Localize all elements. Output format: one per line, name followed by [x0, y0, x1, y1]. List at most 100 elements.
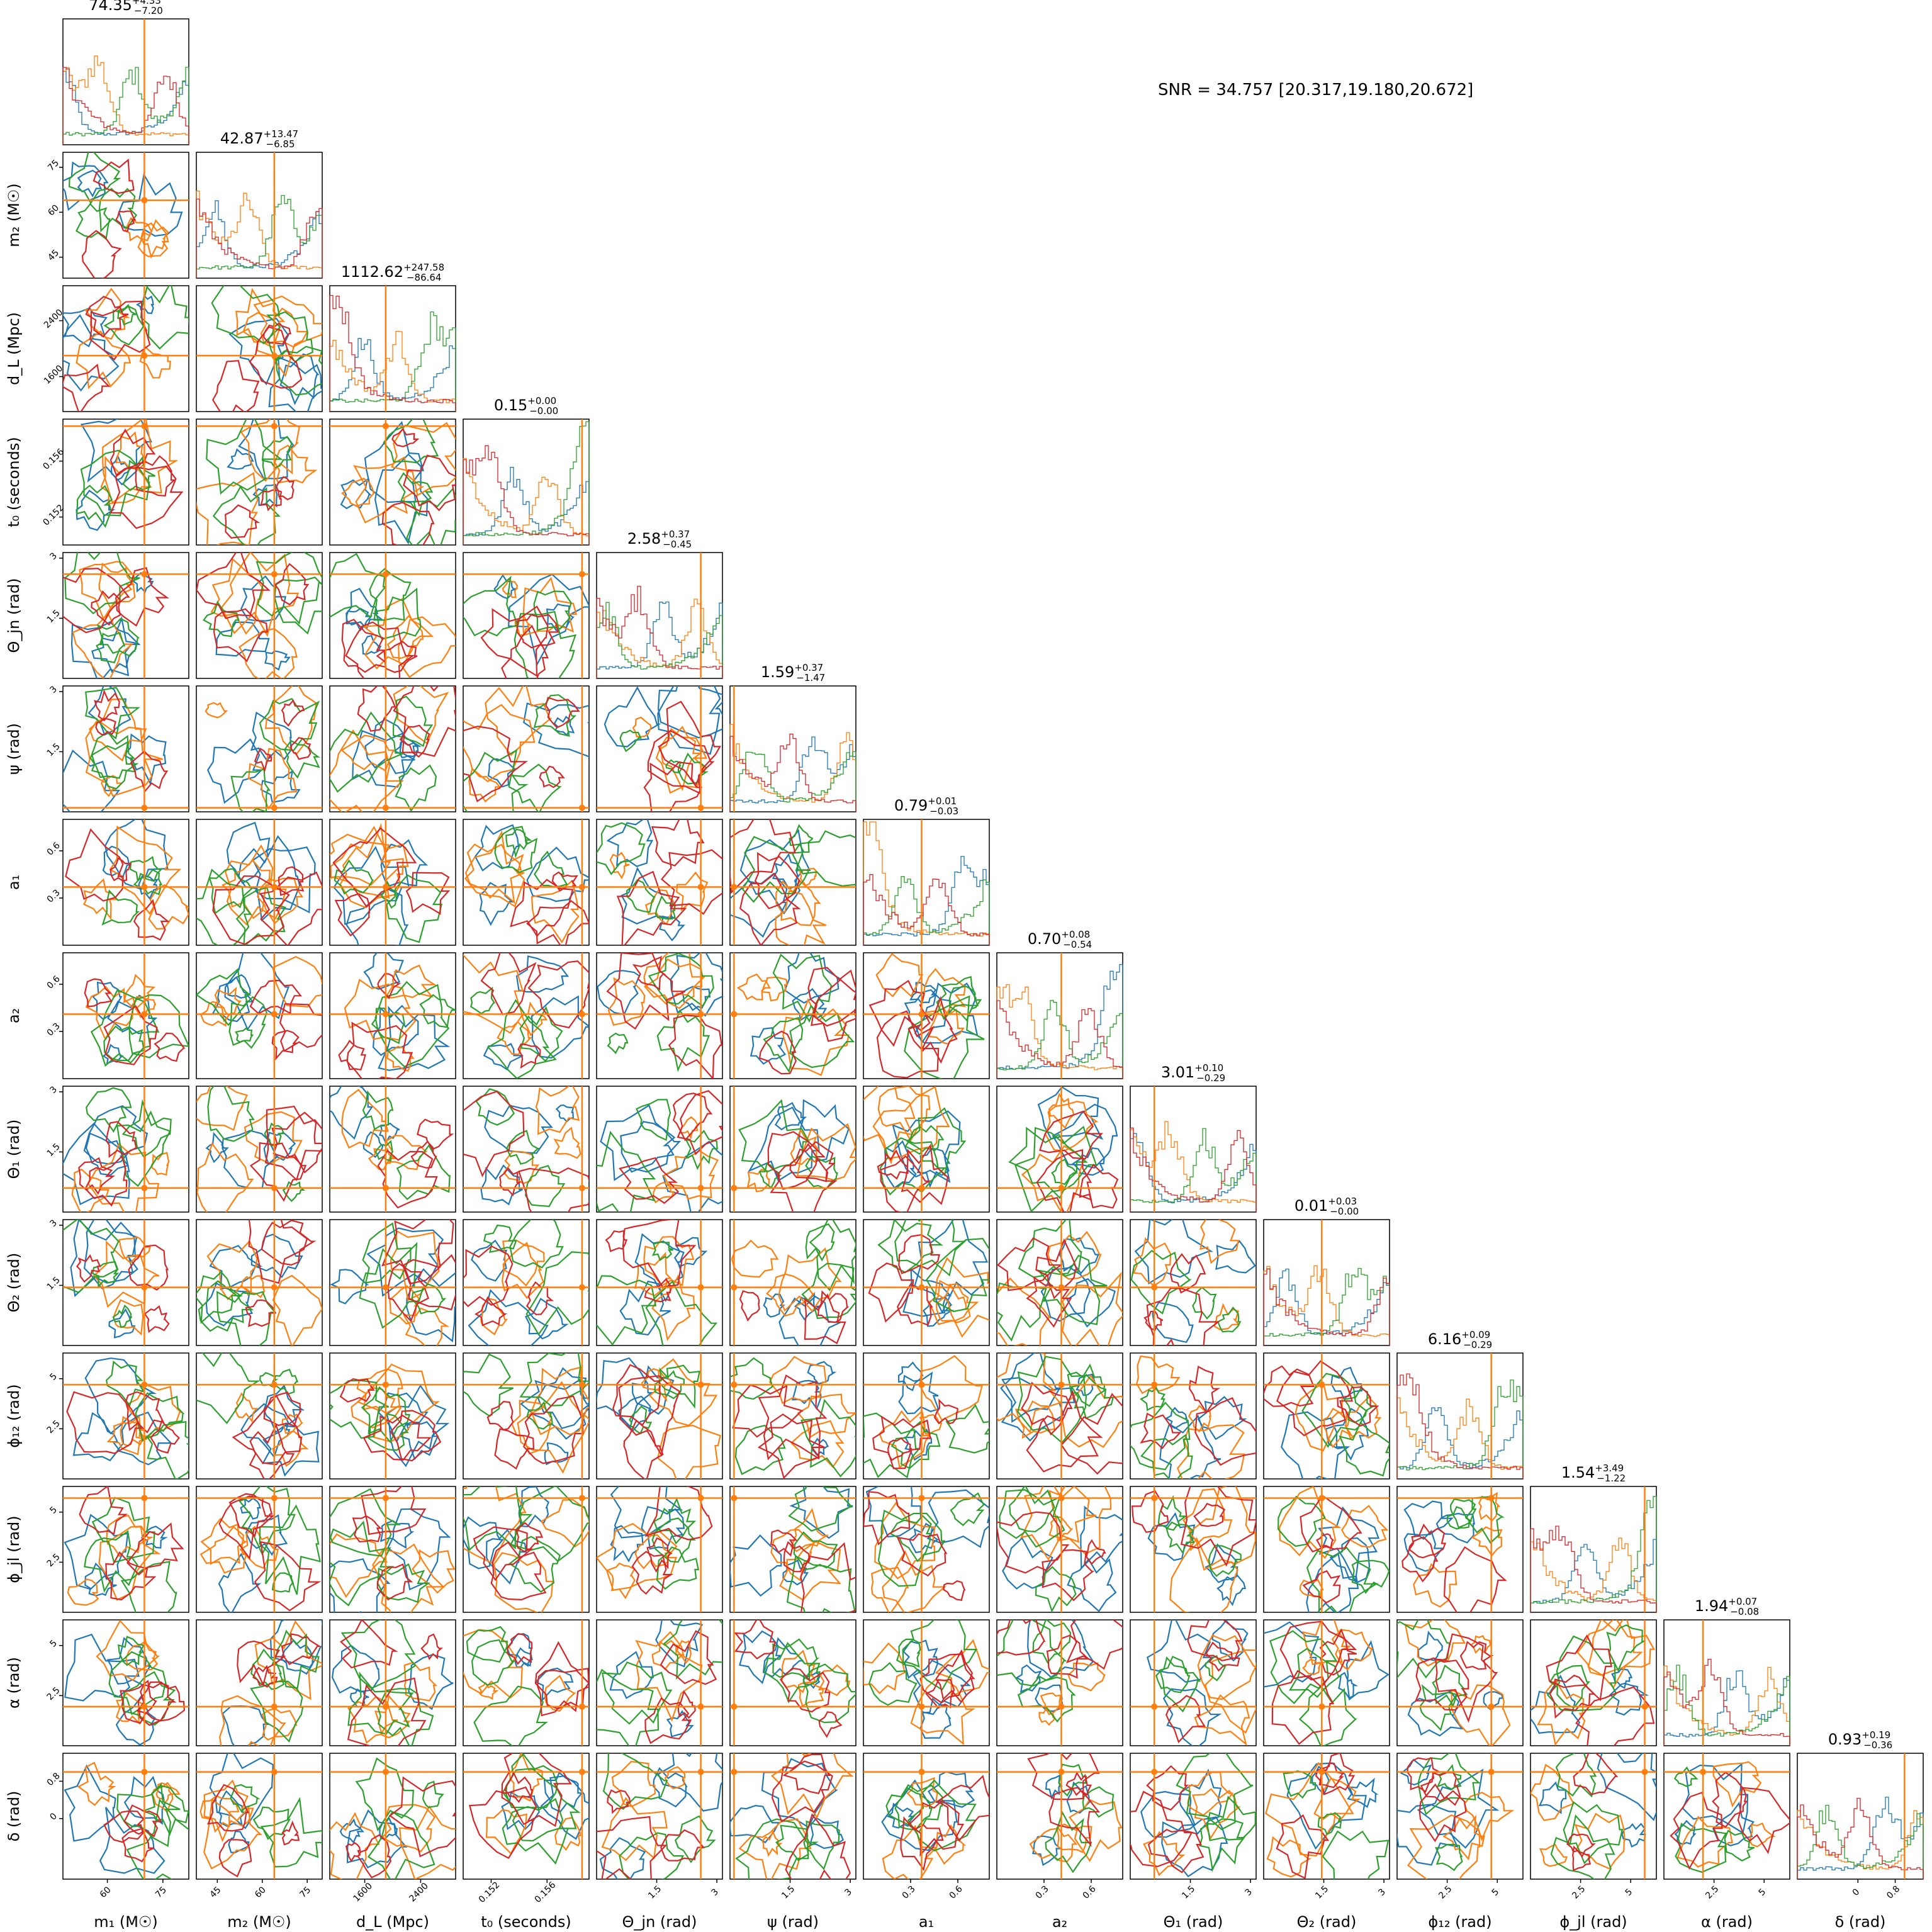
contour-orange: [634, 1534, 673, 1570]
contour-red: [143, 1305, 170, 1334]
panel-frame: [196, 819, 323, 946]
contour-blue: [673, 1237, 708, 1267]
contour-green: [76, 485, 113, 528]
truth-marker: [1318, 1381, 1325, 1388]
histogram-green: [729, 751, 856, 812]
contour-blue: [345, 888, 409, 945]
contour-blue: [250, 1233, 303, 1279]
contour-red: [880, 1155, 931, 1212]
contour-orange: [663, 1149, 719, 1200]
histogram-red: [329, 295, 456, 412]
contour-red: [249, 326, 303, 389]
contour-green: [877, 1220, 943, 1274]
contour-blue: [80, 419, 152, 486]
contour-red: [887, 1437, 913, 1461]
contour-red: [463, 1091, 525, 1177]
contour-blue: [107, 994, 158, 1035]
contour-orange: [797, 1682, 824, 1707]
contour-green: [463, 1486, 533, 1552]
contour-orange: [196, 471, 259, 545]
truth-marker: [382, 1703, 389, 1710]
contour-red: [644, 1697, 692, 1744]
contour-panel-6-1: [196, 819, 323, 946]
contour-orange: [403, 1661, 438, 1702]
contour-green: [261, 435, 293, 469]
contour-red: [1046, 1634, 1091, 1679]
y-axis-label: α (rad): [5, 1657, 23, 1709]
panel-frame: [62, 1486, 189, 1613]
contour-panel-8-1: [196, 1086, 323, 1213]
x-tick-label: 75: [298, 1885, 313, 1900]
contour-blue: [238, 835, 301, 922]
histogram-orange: [329, 330, 456, 412]
panel-frame: [863, 952, 990, 1079]
contour-red: [924, 1678, 955, 1709]
contour-orange: [1587, 1620, 1656, 1689]
histogram-red: [196, 198, 323, 278]
contour-orange: [1048, 1092, 1075, 1129]
contour-green: [206, 419, 283, 495]
contour-green: [1165, 1524, 1195, 1554]
contour-green: [98, 188, 138, 233]
panel-frame: [1130, 1619, 1257, 1746]
contour-green: [374, 980, 450, 1068]
contour-red: [228, 1493, 273, 1537]
contour-red: [1546, 1634, 1612, 1702]
contour-blue: [783, 953, 842, 1004]
contour-red: [933, 1398, 958, 1425]
contour-orange: [871, 1566, 909, 1612]
contour-blue: [789, 1486, 853, 1539]
contour-red: [507, 1632, 533, 1665]
contour-green: [96, 631, 126, 664]
contour-blue: [345, 607, 373, 632]
contour-blue: [1306, 1552, 1359, 1612]
contour-blue: [364, 420, 424, 503]
panel-frame: [62, 1753, 189, 1880]
contour-red: [1169, 1253, 1206, 1294]
contour-red: [381, 502, 435, 545]
histogram-red: [1263, 1268, 1390, 1345]
contour-orange: [879, 1410, 931, 1469]
contour-red: [1572, 1845, 1592, 1872]
contour-orange: [882, 1549, 947, 1612]
contour-panel-7-3: [463, 952, 590, 1079]
histogram-red: [996, 1000, 1123, 1079]
panel-frame: [729, 1619, 856, 1746]
contour-orange: [1177, 1424, 1245, 1479]
panel-frame: [329, 1086, 456, 1213]
contour-orange: [1014, 1400, 1056, 1439]
truth-marker: [731, 1768, 738, 1775]
panel-frame: [196, 1619, 323, 1746]
contour-green: [1466, 1496, 1505, 1544]
contour-red: [376, 641, 418, 673]
histogram-orange: [1130, 1121, 1257, 1212]
contour-green: [63, 1220, 120, 1293]
contour-orange: [1205, 1649, 1256, 1734]
contour-red: [341, 619, 386, 673]
truth-marker: [697, 1495, 704, 1502]
contour-orange: [872, 1086, 950, 1160]
truth-marker: [697, 1381, 704, 1388]
contour-panel-11-3: [463, 1486, 590, 1613]
x-axis-label: d_L (Mpc): [356, 1913, 429, 1931]
contour-panel-9-5: [729, 1219, 856, 1346]
contour-green: [1082, 1786, 1115, 1818]
truth-marker: [382, 1768, 389, 1775]
marginal-title: 3.01+0.10 −0.29: [1161, 1062, 1225, 1084]
contour-red: [647, 729, 715, 795]
contour-red: [486, 1401, 514, 1430]
contour-orange: [219, 1695, 286, 1746]
panel-frame: [62, 685, 189, 812]
contour-panel-13-1: 45 60 75 m₂ (M☉): [196, 1753, 323, 1931]
contour-green: [340, 1620, 417, 1690]
contour-panel-13-9: 1.5 3 Θ₂ (rad): [1263, 1753, 1390, 1931]
contour-blue: [524, 1298, 569, 1340]
contour-green: [1140, 1386, 1166, 1412]
contour-panel-9-7: [996, 1219, 1123, 1346]
y-tick-label: 0.3: [45, 888, 62, 905]
contour-green: [894, 1220, 967, 1277]
contour-blue: [1311, 1765, 1330, 1795]
panel-frame: [1530, 1619, 1657, 1746]
contour-orange: [106, 1514, 154, 1558]
contour-green: [362, 1222, 412, 1284]
